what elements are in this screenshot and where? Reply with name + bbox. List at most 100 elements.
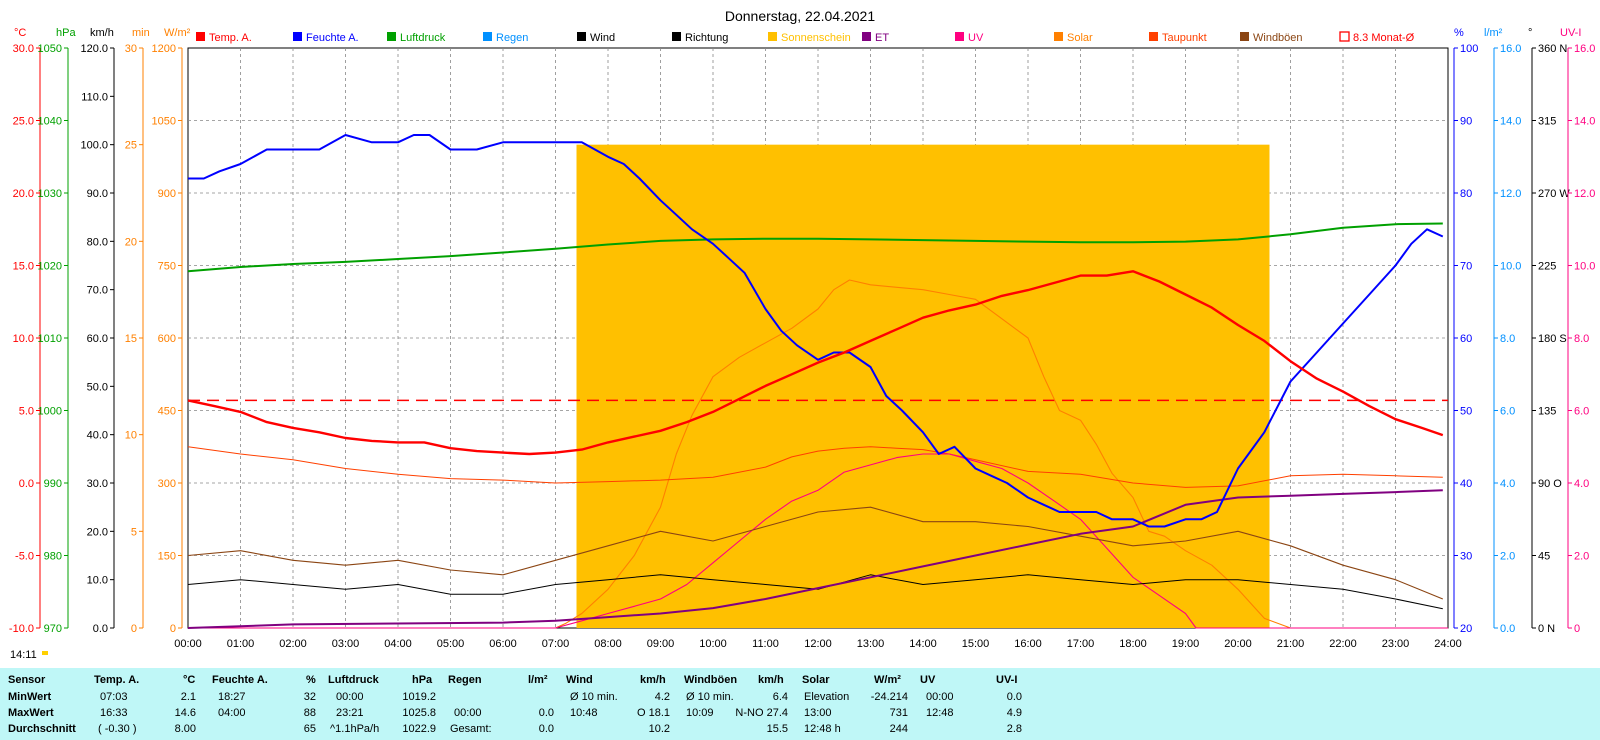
stats-gust-value: 15.5 xyxy=(766,723,788,735)
axis-tick-label-dir: 315 xyxy=(1538,116,1556,128)
axis-tick-label-press: 970 xyxy=(44,623,62,635)
x-tick-label: 08:00 xyxy=(594,638,622,650)
axis-tick-label-hum: 70 xyxy=(1460,261,1472,273)
stats-uv-value: 2.8 xyxy=(1006,723,1022,735)
axis-tick-label-wind: 10.0 xyxy=(87,575,108,587)
stats-rain-time: Gesamt: xyxy=(450,723,492,735)
axis-tick-label-hum: 60 xyxy=(1460,333,1472,345)
axis-tick-label-wind: 40.0 xyxy=(87,430,108,442)
axis-tick-label-rain: 14.0 xyxy=(1500,116,1521,128)
x-tick-label: 18:00 xyxy=(1119,638,1147,650)
x-tick-label: 03:00 xyxy=(332,638,360,650)
legend-label: Solar xyxy=(1067,32,1093,44)
x-tick-label: 24:00 xyxy=(1434,638,1462,650)
axis-tick-label-press: 1010 xyxy=(38,333,62,345)
stats-header-wind-unit: km/h xyxy=(640,674,666,686)
series-uv xyxy=(188,453,1448,629)
stats-uv-time: 12:48 xyxy=(926,707,954,719)
legend-swatch xyxy=(577,32,586,41)
legend-label: Taupunkt xyxy=(1162,32,1207,44)
axis-tick-label-rain: 0.0 xyxy=(1500,623,1515,635)
x-tick-label: 16:00 xyxy=(1014,638,1042,650)
stats-header-hum-unit: % xyxy=(306,674,316,686)
legend-label: Windböen xyxy=(1253,32,1303,44)
x-tick-label: 10:00 xyxy=(699,638,727,650)
legend-swatch xyxy=(1054,32,1063,41)
stats-solar-value: 244 xyxy=(889,723,908,735)
axis-tick-label-min: 25 xyxy=(125,140,137,152)
axis-tick-label-uvi: 8.0 xyxy=(1574,333,1589,345)
stats-wind-time: Ø 10 min. xyxy=(570,691,618,703)
stats-header-gust: Windböen xyxy=(684,674,738,686)
stats-header-gust-unit: km/h xyxy=(758,674,784,686)
stats-temp-value: 2.1 xyxy=(180,691,196,703)
stats-row-label: MinWert xyxy=(8,691,52,703)
legend-label: Feuchte A. xyxy=(306,32,359,44)
stats-gust-value: 6.4 xyxy=(772,691,788,703)
stats-wind-value: O 18.1 xyxy=(636,707,670,719)
axis-tick-label-dir: 360 N xyxy=(1538,43,1567,55)
legend-swatch xyxy=(1149,32,1158,41)
axis-tick-label-rain: 12.0 xyxy=(1500,188,1521,200)
stats-press-time: 23:21 xyxy=(336,707,364,719)
x-tick-label: 14:00 xyxy=(909,638,937,650)
axis-tick-label-wind: 110.0 xyxy=(81,91,108,103)
axis-unit-hum: % xyxy=(1454,27,1464,39)
legend-label: 8.3 Monat-Ø xyxy=(1353,32,1415,44)
stats-header-wind: Wind xyxy=(566,674,593,686)
axis-tick-label-solar: 750 xyxy=(158,261,176,273)
axis-tick-label-hum: 40 xyxy=(1460,478,1472,490)
stats-temp-value: 8.00 xyxy=(174,723,196,735)
stats-press-value: 1019.2 xyxy=(402,691,436,703)
stats-solar-time: 13:00 xyxy=(804,707,832,719)
x-tick-label: 04:00 xyxy=(384,638,412,650)
x-tick-label: 02:00 xyxy=(279,638,307,650)
axis-tick-label-dir: 270 W xyxy=(1538,188,1570,200)
axis-tick-label-wind: 80.0 xyxy=(87,236,108,248)
legend-swatch xyxy=(293,32,302,41)
x-tick-label: 01:00 xyxy=(227,638,255,650)
stats-header-temp-unit: °C xyxy=(183,674,196,686)
x-tick-label: 15:00 xyxy=(962,638,990,650)
axis-tick-label-temp: 10.0 xyxy=(13,333,34,345)
axis-unit-temp: °C xyxy=(14,27,26,39)
stats-header-press-unit: hPa xyxy=(412,674,433,686)
stats-rain-value: 0.0 xyxy=(538,723,554,735)
axis-tick-label-solar: 1050 xyxy=(152,116,176,128)
stats-wind-value: 4.2 xyxy=(654,691,670,703)
stats-wind-value: 10.2 xyxy=(648,723,670,735)
weather-chart: Donnerstag, 22.04.2021 Temp. A. Feuchte A.… xyxy=(9,8,1596,661)
axis-tick-label-solar: 450 xyxy=(158,406,176,418)
axis-tick-label-press: 980 xyxy=(44,551,62,563)
stats-rain-value: 0.0 xyxy=(538,707,554,719)
axis-unit-dir: ° xyxy=(1528,27,1532,39)
axis-tick-label-dir: 180 S xyxy=(1538,333,1567,345)
axis-tick-label-press: 990 xyxy=(44,478,62,490)
axis-tick-label-wind: 0.0 xyxy=(93,623,108,635)
stats-temp-value: 14.6 xyxy=(174,707,196,719)
stats-temp-time: 07:03 xyxy=(100,691,128,703)
axis-tick-label-wind: 20.0 xyxy=(87,526,108,538)
stats-header-rain: Regen xyxy=(448,674,482,686)
axis-tick-label-uvi: 12.0 xyxy=(1574,188,1595,200)
legend-swatch xyxy=(672,32,681,41)
stats-header-hum: Feuchte A. xyxy=(212,674,268,686)
legend-swatch xyxy=(1339,31,1350,42)
axis-tick-label-rain: 10.0 xyxy=(1500,261,1521,273)
series-et xyxy=(187,489,1443,629)
legend-swatch xyxy=(483,32,492,41)
stats-hum-time: 18:27 xyxy=(218,691,246,703)
status-time: 14:11 xyxy=(10,649,37,661)
series-wind xyxy=(187,574,1443,610)
x-tick-label: 22:00 xyxy=(1329,638,1357,650)
x-tick-label: 20:00 xyxy=(1224,638,1252,650)
legend-swatch xyxy=(387,32,396,41)
stats-gust-time: Ø 10 min. xyxy=(686,691,734,703)
axis-tick-label-min: 5 xyxy=(131,526,137,538)
x-tick-label: 07:00 xyxy=(542,638,570,650)
legend-swatch xyxy=(196,32,205,41)
stats-hum-value: 65 xyxy=(303,723,316,735)
axis-tick-label-hum: 80 xyxy=(1460,188,1472,200)
x-tick-label: 13:00 xyxy=(857,638,885,650)
axis-tick-label-uvi: 4.0 xyxy=(1574,478,1589,490)
